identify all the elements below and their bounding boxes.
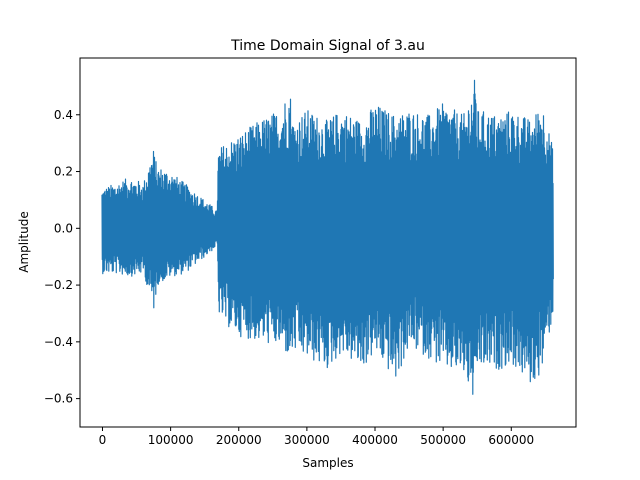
plot-area: [101, 79, 554, 395]
x-tick-label: 600000: [488, 433, 534, 447]
y-tick-label: −0.2: [44, 278, 73, 292]
x-tick-label: 500000: [420, 433, 466, 447]
y-axis-label: Amplitude: [17, 211, 31, 273]
y-tick-label: 0.4: [54, 108, 73, 122]
chart-title: Time Domain Signal of 3.au: [230, 38, 425, 54]
x-tick-label: 300000: [284, 433, 330, 447]
y-tick-label: −0.4: [44, 335, 73, 349]
x-tick-label: 400000: [352, 433, 398, 447]
y-tick-label: −0.6: [44, 392, 73, 406]
x-tick-label: 200000: [216, 433, 262, 447]
y-tick-label: 0.2: [54, 165, 73, 179]
signal-line: [101, 79, 554, 395]
y-axis: −0.6 −0.4 −0.2 0.0 0.2 0.4: [44, 108, 80, 406]
x-tick-label: 0: [99, 433, 107, 447]
x-axis-label: Samples: [302, 456, 353, 470]
plot-frame: [79, 57, 577, 428]
y-tick-label: 0.0: [54, 221, 73, 235]
x-axis: 0 100000 200000 300000 400000 500000 600000: [99, 427, 534, 447]
x-tick-label: 100000: [148, 433, 194, 447]
